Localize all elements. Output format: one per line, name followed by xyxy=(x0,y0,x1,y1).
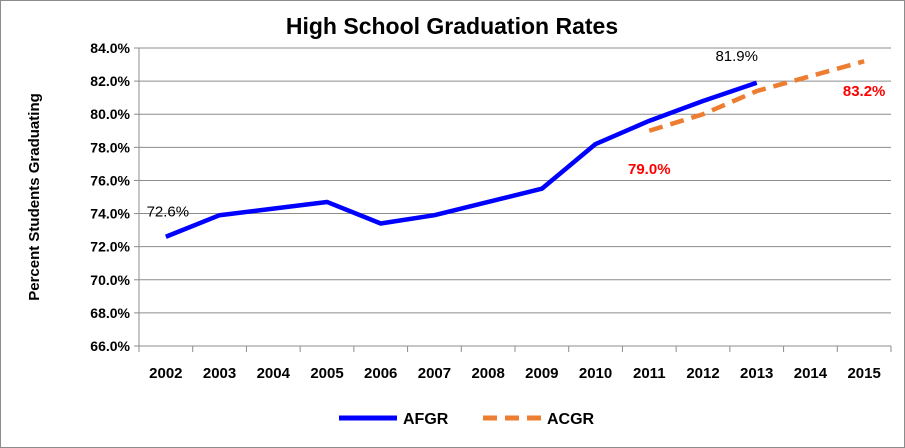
y-tick-label: 82.0% xyxy=(90,73,130,89)
y-tick-label: 74.0% xyxy=(90,206,130,222)
x-tick-label: 2010 xyxy=(579,365,612,382)
y-axis-title: Percent Students Graduating xyxy=(26,93,43,301)
data-label: 81.9% xyxy=(715,48,758,65)
data-label: 83.2% xyxy=(843,83,886,100)
x-tick-label: 2014 xyxy=(794,365,828,382)
y-tick-label: 70.0% xyxy=(90,272,130,288)
x-tick-label: 2011 xyxy=(633,365,666,382)
x-tick-label: 2012 xyxy=(686,365,719,382)
x-tick-label: 2015 xyxy=(847,365,880,382)
x-tick-label: 2009 xyxy=(525,365,558,382)
x-tick-label: 2003 xyxy=(203,365,236,382)
y-tick-label: 72.0% xyxy=(90,239,130,255)
series-line-afgr xyxy=(165,80,758,239)
legend-label-afgr: AFGR xyxy=(403,411,449,428)
x-tick-label: 2002 xyxy=(149,365,182,382)
x-tick-label: 2013 xyxy=(740,365,773,382)
x-tick-label: 2007 xyxy=(418,365,451,382)
x-tick-label: 2005 xyxy=(310,365,343,382)
chart-title: High School Graduation Rates xyxy=(286,13,618,39)
y-tick-label: 78.0% xyxy=(90,139,130,155)
y-tick-label: 76.0% xyxy=(90,172,130,188)
y-tick-label: 84.0% xyxy=(90,40,130,56)
x-tick-label: 2008 xyxy=(471,365,504,382)
x-tick-label: 2006 xyxy=(364,365,397,382)
data-label: 72.6% xyxy=(147,204,190,221)
y-tick-label: 80.0% xyxy=(90,106,130,122)
x-tick-label: 2004 xyxy=(257,365,291,382)
y-tick-label: 66.0% xyxy=(90,338,130,354)
legend-label-acgr: ACGR xyxy=(547,411,595,428)
y-tick-label: 68.0% xyxy=(90,305,130,321)
series-line-acgr xyxy=(648,59,865,133)
data-label: 79.0% xyxy=(628,161,671,178)
